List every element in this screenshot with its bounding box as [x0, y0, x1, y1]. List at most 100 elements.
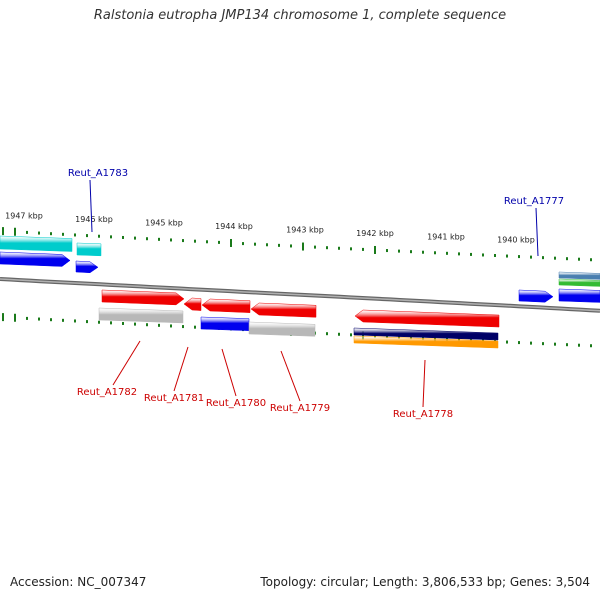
scale-minor-tick	[350, 247, 352, 251]
label-leader-line	[535, 207, 539, 257]
gene-label-reverse[interactable]: Reut_A1782	[77, 387, 137, 398]
scale-minor-tick	[50, 232, 52, 236]
scale-minor-tick	[26, 230, 28, 234]
scale-minor-tick	[362, 247, 364, 251]
scale-minor-tick	[542, 256, 544, 260]
scale-minor-tick	[554, 342, 556, 346]
scale-label: 1940 kbp	[497, 235, 535, 244]
label-leader-line	[112, 340, 141, 386]
scale-minor-tick	[266, 243, 268, 247]
scale-minor-tick	[422, 250, 424, 254]
genome-summary: Topology: circular; Length: 3,806,533 bp…	[260, 575, 590, 589]
scale-minor-tick	[338, 246, 340, 250]
scale-minor-tick	[410, 250, 412, 254]
scale-minor-tick	[314, 245, 316, 249]
scale-minor-tick	[386, 249, 388, 253]
gene-navy	[353, 327, 499, 341]
gene-cyan	[0, 235, 73, 252]
scale-minor-tick	[398, 335, 400, 339]
gene-orange	[353, 335, 499, 349]
scale-major-tick	[14, 227, 16, 236]
scale-major-tick	[2, 227, 4, 236]
scale-minor-tick	[518, 341, 520, 345]
scale-minor-tick	[206, 240, 208, 244]
scale-minor-tick	[86, 320, 88, 324]
scale-minor-tick	[74, 319, 76, 323]
gene-steel	[558, 271, 600, 280]
scale-minor-tick	[62, 232, 64, 236]
scale-minor-tick	[182, 239, 184, 243]
scale-minor-tick	[338, 332, 340, 336]
scale-minor-tick	[386, 335, 388, 339]
gene-reut-a1780	[201, 298, 251, 313]
gene-reut-a1783-cyan	[76, 242, 102, 257]
scale-label: 1946 kbp	[75, 215, 113, 224]
scale-label: 1943 kbp	[286, 226, 324, 235]
scale-minor-tick	[194, 239, 196, 243]
scale-minor-tick	[74, 233, 76, 237]
label-leader-line	[89, 179, 93, 233]
gene-reut-a1779	[250, 302, 317, 318]
scale-minor-tick	[146, 237, 148, 241]
scale-minor-tick	[26, 316, 28, 320]
scale-minor-tick	[566, 343, 568, 347]
scale-major-tick	[374, 245, 376, 254]
scale-minor-tick	[410, 336, 412, 340]
scale-minor-tick	[518, 255, 520, 259]
scale-minor-tick	[458, 252, 460, 256]
gene-label-reverse[interactable]: Reut_A1780	[206, 398, 266, 409]
gene-reut-a1781	[183, 297, 202, 311]
gene-label-forward[interactable]: Reut_A1783	[68, 168, 128, 179]
scale-label: 1945 kbp	[145, 219, 183, 228]
scale-minor-tick	[98, 320, 100, 324]
scale-minor-tick	[506, 340, 508, 344]
gene-blue-left	[0, 251, 71, 267]
scale-minor-tick	[590, 344, 592, 348]
scale-minor-tick	[542, 342, 544, 346]
gene-label-reverse[interactable]: Reut_A1778	[393, 409, 453, 420]
scale-minor-tick	[326, 246, 328, 250]
scale-minor-tick	[254, 242, 256, 246]
scale-minor-tick	[170, 324, 172, 328]
scale-minor-tick	[170, 238, 172, 242]
scale-minor-tick	[50, 318, 52, 322]
scale-minor-tick	[218, 240, 220, 244]
gene-label-forward[interactable]: Reut_A1777	[504, 196, 564, 207]
scale-minor-tick	[242, 242, 244, 246]
scale-minor-tick	[398, 249, 400, 253]
scale-minor-tick	[578, 257, 580, 261]
chromosome-backbone-highlight	[0, 278, 600, 312]
scale-minor-tick	[110, 321, 112, 325]
gene-green	[558, 278, 600, 287]
scale-label: 1947 kbp	[5, 211, 43, 220]
scale-minor-tick	[350, 333, 352, 337]
label-leader-line	[173, 346, 189, 392]
gene-reut-a1777	[518, 289, 554, 303]
scale-label: 1942 kbp	[356, 229, 394, 238]
scale-major-tick	[230, 238, 232, 247]
accession-label: Accession: NC_007347	[10, 575, 147, 589]
scale-minor-tick	[134, 322, 136, 326]
scale-minor-tick	[470, 252, 472, 256]
scale-minor-tick	[434, 251, 436, 255]
scale-minor-tick	[530, 255, 532, 259]
scale-minor-tick	[158, 323, 160, 327]
label-leader-line	[422, 359, 426, 408]
gene-blue-right	[558, 288, 600, 303]
scale-minor-tick	[590, 258, 592, 262]
scale-minor-tick	[62, 318, 64, 322]
scale-major-tick	[2, 313, 4, 322]
scale-minor-tick	[278, 243, 280, 247]
gene-reut-a1783	[75, 260, 99, 274]
scale-minor-tick	[38, 317, 40, 321]
scale-minor-tick	[506, 254, 508, 258]
scale-minor-tick	[38, 231, 40, 235]
gene-gray-left	[98, 307, 184, 324]
gene-label-reverse[interactable]: Reut_A1779	[270, 403, 330, 414]
gene-label-reverse[interactable]: Reut_A1781	[144, 393, 204, 404]
scale-label: 1944 kbp	[215, 222, 253, 231]
map-title: Ralstonia eutropha JMP134 chromosome 1, …	[93, 8, 507, 23]
scale-minor-tick	[446, 251, 448, 255]
scale-minor-tick	[194, 325, 196, 329]
